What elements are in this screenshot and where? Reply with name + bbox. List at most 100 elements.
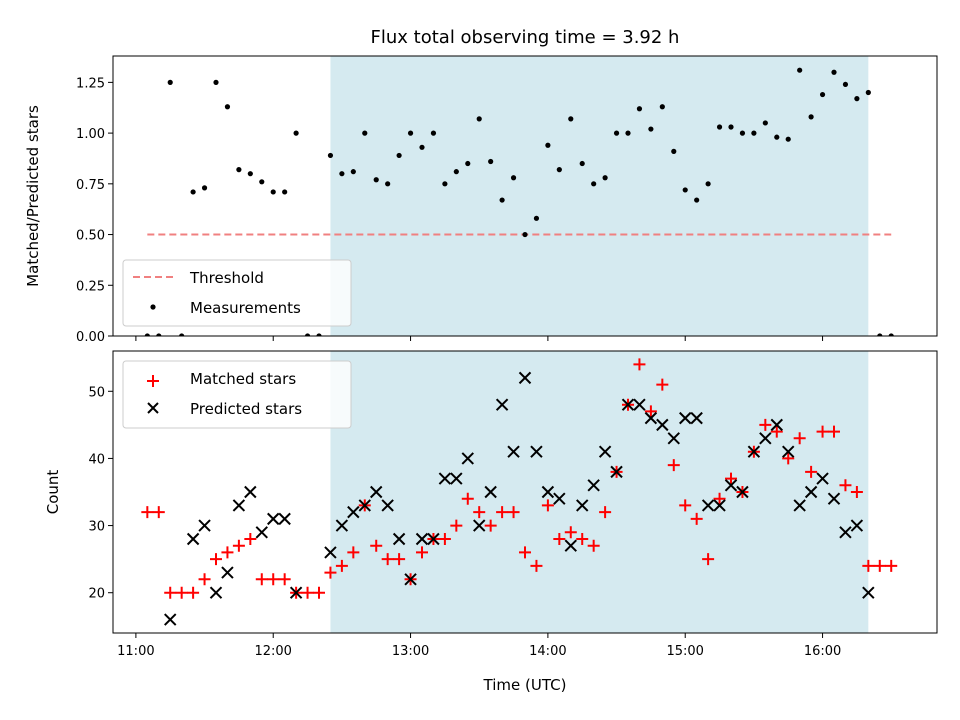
bottom-matched-stars-point [381, 553, 394, 566]
top-measurements-point [213, 79, 219, 85]
bottom-matched-stars-point [484, 519, 497, 532]
top-measurements-point [316, 333, 322, 336]
bottom-matched-stars-point [141, 506, 154, 519]
bottom-matched-stars-point [152, 506, 165, 519]
bottom-matched-stars-point [690, 512, 703, 525]
top-measurements-point [465, 160, 471, 167]
bottom-predicted-stars-point [255, 526, 268, 539]
bottom-predicted-stars-point [358, 499, 371, 512]
bottom-predicted-stars-point [438, 472, 452, 485]
bottom-y-tick-label: 20 [88, 587, 105, 602]
top-measurements-point [201, 185, 208, 191]
bottom-predicted-stars-point [827, 492, 841, 505]
bottom-x-tick-label: 11:00 [117, 644, 154, 659]
top-measurements-point [785, 136, 791, 142]
top-measurements-point [613, 130, 620, 136]
predicted-stars-legend-marker [147, 402, 159, 414]
bottom-predicted-stars-point [701, 499, 715, 512]
top-measurements-point [339, 171, 345, 177]
top-y-tick-label: 0.75 [76, 178, 105, 193]
bottom-matched-stars-point [885, 559, 898, 572]
top-measurements-point [385, 181, 391, 187]
top-plot-area [144, 67, 894, 336]
top-measurements-point [533, 215, 540, 221]
bottom-matched-stars-point [473, 506, 486, 519]
bottom-predicted-stars-point [850, 519, 864, 532]
top-measurements-point [430, 130, 437, 136]
bottom-predicted-stars-point [679, 411, 692, 425]
bottom-predicted-stars-point [816, 472, 829, 485]
bottom-predicted-stars-point [473, 519, 486, 532]
top-measurements-point [568, 116, 574, 122]
top-measurements-point [579, 160, 585, 167]
top-measurements-point [270, 189, 276, 195]
top-measurements-point [739, 130, 746, 136]
bottom-predicted-stars-point [267, 512, 280, 526]
bottom-predicted-stars-point [633, 398, 646, 411]
bottom-matched-stars-point [221, 546, 234, 559]
top-y-tick-label: 0.00 [76, 330, 105, 345]
top-y-tick-label: 1.00 [76, 127, 105, 142]
bottom-predicted-stars-point [278, 512, 291, 526]
top-y-tick-label: 0.50 [76, 229, 105, 244]
top-measurements-point [648, 126, 654, 132]
top-measurements-point [259, 179, 265, 185]
bottom-matched-stars-point [644, 405, 657, 418]
bottom-x-tick-label: 16:00 [804, 644, 841, 659]
top-measurements-point [419, 144, 425, 150]
bottom-predicted-stars-point [656, 418, 669, 432]
top-measurements-point [522, 231, 528, 238]
top-legend-box [122, 259, 352, 327]
top-measurements-point [888, 333, 894, 336]
bottom-matched-stars-point [496, 506, 509, 519]
top-measurements-point [510, 175, 517, 181]
bottom-predicted-stars-point [404, 573, 417, 586]
bottom-predicted-stars-point [541, 485, 555, 499]
measurements-legend-marker [150, 304, 156, 310]
bottom-predicted-stars-point [324, 546, 337, 559]
bottom-predicted-stars-point [186, 532, 200, 546]
bottom-predicted-stars-point [450, 472, 463, 485]
bottom-predicted-stars-point [484, 485, 497, 499]
bottom-y-tick-label: 40 [88, 452, 105, 467]
top-measurements-point [144, 333, 150, 336]
top-frame [112, 55, 938, 337]
bottom-predicted-stars-point [770, 418, 783, 432]
top-y-axis-label: Matched/Predicted stars [24, 105, 42, 287]
bottom-predicted-stars-point [198, 519, 211, 532]
bottom-matched-stars-point [770, 425, 783, 438]
bottom-matched-stars-point [702, 553, 715, 566]
bottom-predicted-stars-point [644, 411, 658, 425]
bottom-y-tick-label: 30 [88, 520, 105, 535]
bottom-predicted-stars-point [759, 432, 772, 445]
bottom-matched-stars-point [438, 533, 451, 545]
top-measurements-point [293, 130, 299, 136]
bottom-matched-stars-point [255, 573, 268, 586]
bottom-matched-stars-point [576, 533, 589, 545]
bottom-matched-stars-point [725, 472, 737, 485]
top-measurements-point [762, 120, 768, 126]
bottom-matched-stars-point [335, 559, 348, 572]
top-measurements-point [304, 333, 311, 336]
top-measurements-point [591, 181, 597, 187]
bottom-predicted-stars-point [289, 586, 303, 599]
bottom-matched-stars-point [461, 492, 474, 505]
top-measurements-point [407, 130, 414, 136]
top-measurements-point [659, 104, 665, 110]
bottom-matched-stars-point [187, 586, 200, 599]
top-chart-title: Flux total observing time = 3.92 h [371, 27, 680, 48]
top-measurements-point [167, 79, 173, 85]
bottom-matched-stars-point [850, 486, 863, 498]
top-measurements-point [705, 181, 711, 187]
top-measurements-point [179, 333, 185, 336]
top-measurements-point [488, 158, 494, 165]
bottom-predicted-stars-point [576, 499, 589, 512]
bottom-matched-stars-point [587, 539, 600, 552]
bottom-y-axis-label: Count [44, 470, 62, 515]
predicted-stars-legend-label: Predicted stars [190, 400, 302, 418]
bottom-matched-stars-point [541, 499, 554, 512]
bottom-matched-stars-point [633, 358, 646, 371]
top-measurements-point [373, 177, 379, 183]
bottom-predicted-stars-point [839, 526, 852, 539]
bottom-matched-stars-point [839, 479, 852, 492]
